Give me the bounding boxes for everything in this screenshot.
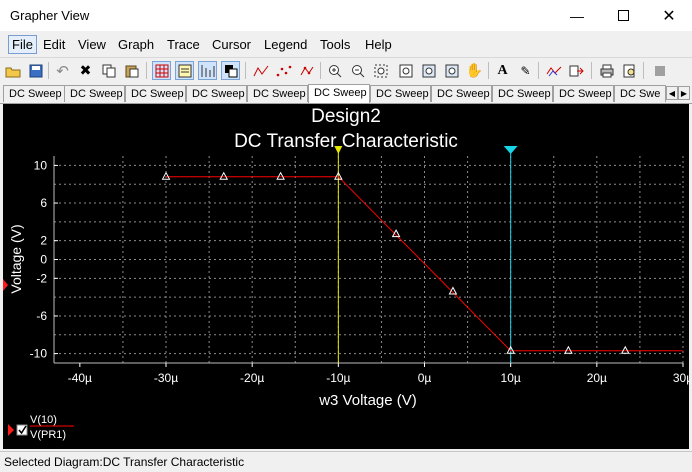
- graph-panel[interactable]: Design2 DC Transfer Characteristic 10 6 2 0 -2…: [3, 104, 692, 449]
- undo-icon[interactable]: ↶: [56, 62, 69, 80]
- menu-tools[interactable]: Tools: [320, 37, 351, 52]
- zoom-out-icon[interactable]: [348, 61, 367, 80]
- trace-dots-icon[interactable]: [274, 61, 293, 80]
- y-tick-label: 0: [40, 253, 47, 267]
- menu-file[interactable]: File: [8, 35, 37, 54]
- active-trace-marker-icon: [3, 279, 8, 291]
- zoom-x-icon[interactable]: [419, 61, 438, 80]
- legend-checkbox-icon: [16, 424, 28, 436]
- label-icon[interactable]: ✎: [520, 63, 531, 78]
- data-point-marker: [334, 171, 343, 180]
- diagram-tabs: DC Sweep DC Sweep DC Sweep DC Sweep DC S…: [0, 83, 692, 104]
- legend-item-v10: V(10): [30, 414, 57, 426]
- dc-transfer-chart[interactable]: Design2 DC Transfer Characteristic 10 6 2 0 -2…: [3, 104, 692, 449]
- x-axis-label: w3 Voltage (V): [318, 392, 417, 409]
- tab-dc-sweep[interactable]: DC Sweep: [370, 85, 431, 102]
- pan-hand-icon[interactable]: ✋: [465, 62, 484, 78]
- y-tick-label: -6: [36, 309, 47, 323]
- x-tick-label: -20µ: [240, 371, 264, 385]
- paste-icon[interactable]: [122, 61, 141, 80]
- status-bar: Selected Diagram:DC Transfer Characteris…: [0, 451, 692, 472]
- chart-subtitle: DC Transfer Characteristic: [234, 131, 458, 152]
- x-tick-label: 20µ: [587, 371, 607, 385]
- menu-graph[interactable]: Graph: [118, 37, 155, 52]
- text-icon[interactable]: A: [497, 62, 508, 78]
- print-icon[interactable]: [597, 61, 616, 80]
- window-title: Grapher View: [10, 8, 90, 23]
- trace-dots-line-icon[interactable]: [297, 61, 316, 80]
- tab-dc-sweep-active[interactable]: DC Sweep: [308, 84, 370, 103]
- tab-dc-sweep[interactable]: DC Sweep: [64, 85, 125, 102]
- series-line-0: [166, 176, 683, 352]
- x-tick-label: 30µ: [673, 371, 689, 385]
- menu-view[interactable]: View: [78, 37, 106, 52]
- zoom-fit-icon[interactable]: [396, 61, 415, 80]
- tab-dc-sweep[interactable]: DC Sweep: [492, 85, 553, 102]
- trace-line-icon[interactable]: [251, 61, 270, 80]
- x-tick-label: -40µ: [68, 371, 92, 385]
- cut-icon[interactable]: ✖: [79, 62, 92, 78]
- add-trace-icon[interactable]: [544, 61, 563, 80]
- tab-scroll-right-icon[interactable]: ▶: [678, 86, 690, 100]
- data-point-marker: [391, 229, 401, 238]
- status-text: Selected Diagram:DC Transfer Characteris…: [4, 455, 245, 469]
- window-titlebar: Grapher View — ✕: [0, 0, 692, 31]
- chart-title: Design2: [311, 106, 381, 127]
- tab-dc-sweep[interactable]: DC Sweep: [186, 85, 247, 102]
- y-tick-label: -10: [30, 347, 48, 361]
- x-tick-label: -30µ: [154, 371, 178, 385]
- tab-dc-sweep[interactable]: DC Sweep: [3, 85, 65, 102]
- data-point-marker: [276, 171, 285, 180]
- tab-dc-sweep[interactable]: DC Sweep: [553, 85, 614, 102]
- close-icon[interactable]: ✕: [662, 7, 676, 25]
- x-tick-label: 0µ: [418, 371, 432, 385]
- legend-item-vpr1: V(PR1): [30, 429, 66, 441]
- grid-icon[interactable]: [152, 61, 171, 80]
- menu-bar: File Edit View Graph Trace Cursor Legend…: [0, 33, 692, 56]
- menu-help[interactable]: Help: [365, 37, 392, 52]
- zoom-area-icon[interactable]: [371, 61, 390, 80]
- menu-edit[interactable]: Edit: [43, 37, 66, 52]
- maximize-icon[interactable]: [600, 0, 646, 31]
- legend-toggle-icon[interactable]: [175, 61, 194, 80]
- open-icon[interactable]: [3, 61, 22, 80]
- x-tick-label: 10µ: [501, 371, 521, 385]
- legend-check-icon: [18, 425, 27, 435]
- data-point-marker: [161, 171, 171, 180]
- stop-icon[interactable]: [650, 61, 669, 80]
- tab-scroll-left-icon[interactable]: ◀: [666, 86, 678, 100]
- cursor-toggle-icon[interactable]: [198, 61, 217, 80]
- data-point-marker: [506, 345, 516, 354]
- print-preview-icon[interactable]: [620, 61, 639, 80]
- data-point-marker: [448, 286, 458, 295]
- data-point-marker: [219, 171, 229, 180]
- data-point-marker: [564, 345, 573, 354]
- x-tick-label: -10µ: [326, 371, 350, 385]
- minimize-icon[interactable]: —: [570, 7, 584, 24]
- tab-dc-sweep[interactable]: DC Sweep: [247, 85, 308, 102]
- zoom-in-icon[interactable]: [325, 61, 344, 80]
- tab-dc-sweep[interactable]: DC Sweep: [431, 85, 492, 102]
- copy-icon[interactable]: [99, 61, 118, 80]
- y-tick-label: 2: [40, 234, 47, 248]
- y-tick-label: 6: [40, 196, 47, 210]
- zoom-y-icon[interactable]: [442, 61, 461, 80]
- menu-trace[interactable]: Trace: [167, 37, 200, 52]
- cursor-handle-2-icon: [503, 146, 518, 154]
- reverse-colors-icon[interactable]: [221, 61, 240, 80]
- tab-dc-sweep[interactable]: DC Sweep: [125, 85, 186, 102]
- menu-cursor[interactable]: Cursor: [212, 37, 252, 52]
- data-point-marker: [620, 345, 630, 354]
- save-icon[interactable]: [26, 61, 45, 80]
- cursor-handle-1-icon: [334, 146, 343, 154]
- y-tick-label: 10: [34, 158, 48, 172]
- y-axis-label: Voltage (V): [8, 224, 24, 293]
- y-tick-label: -2: [36, 271, 47, 285]
- toolbar: ↶ ✖ ✋ A ✎: [0, 57, 692, 83]
- export-icon[interactable]: [567, 61, 586, 80]
- menu-legend[interactable]: Legend: [264, 37, 308, 52]
- legend-selected-marker-icon: [8, 424, 14, 436]
- tab-dc-sweep[interactable]: DC Swe: [614, 85, 666, 102]
